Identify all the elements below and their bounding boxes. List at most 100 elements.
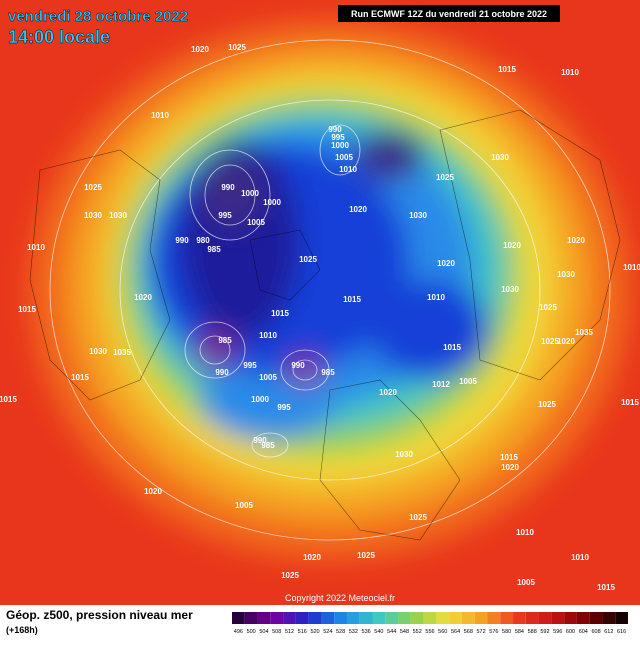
- scale-swatch: [346, 612, 360, 624]
- scale-swatch: [308, 612, 322, 624]
- pressure-label: 1010: [516, 528, 534, 537]
- scale-label: 608: [591, 629, 600, 635]
- pressure-label: 1030: [501, 285, 519, 294]
- pressure-label: 1020: [437, 259, 455, 268]
- scale-swatch: [270, 612, 284, 624]
- pressure-label: 1025: [436, 173, 454, 182]
- pressure-label: 1015: [0, 395, 17, 404]
- pressure-label: 1012: [432, 380, 450, 389]
- scale-swatch: [283, 612, 296, 624]
- pressure-label: 1035: [575, 328, 593, 337]
- scale-swatch: [334, 612, 347, 624]
- scale-swatch: [538, 612, 552, 624]
- scale-swatch: [436, 612, 450, 624]
- scale-label: 544: [387, 629, 396, 635]
- scale-label: 496: [234, 629, 243, 635]
- scale-label: 596: [553, 629, 562, 635]
- pressure-label: 985: [207, 245, 221, 254]
- scale-label: 568: [464, 629, 473, 635]
- scale-label: 540: [374, 629, 383, 635]
- pressure-label: 985: [261, 441, 275, 450]
- pressure-label: 1005: [259, 373, 277, 382]
- pressure-label: 1000: [263, 198, 281, 207]
- pressure-label: 995: [277, 403, 291, 412]
- pressure-label: 990: [291, 361, 305, 370]
- scale-swatch: [589, 612, 603, 624]
- pressure-label: 1025: [84, 183, 102, 192]
- scale-label: 616: [617, 629, 626, 635]
- pressure-label: 1015: [18, 305, 36, 314]
- pressure-label: 1030: [395, 450, 413, 459]
- scale-swatch: [564, 612, 577, 624]
- pressure-label: 995: [243, 361, 257, 370]
- scale-label: 580: [502, 629, 511, 635]
- scale-label: 560: [438, 629, 447, 635]
- pressure-label: 1015: [597, 583, 615, 592]
- scale-swatch: [615, 612, 628, 624]
- pressure-label: 1015: [71, 373, 89, 382]
- pressure-label: 1025: [281, 571, 299, 580]
- scale-label: 612: [604, 629, 613, 635]
- footer-range: (+168h): [6, 625, 38, 635]
- pressure-label: 1005: [335, 153, 353, 162]
- color-scale: 496 500 504 508 512 516 520 524 528 532 536 540 544 5…: [232, 612, 628, 635]
- scale-swatch: [461, 612, 475, 624]
- pressure-label: 1015: [500, 453, 518, 462]
- pressure-label: 1025: [541, 337, 559, 346]
- run-info: Run ECMWF 12Z du vendredi 21 octobre 202…: [351, 9, 547, 19]
- scale-swatch: [474, 612, 488, 624]
- pressure-label: 1015: [271, 309, 289, 318]
- scale-label: 564: [451, 629, 460, 635]
- pressure-label: 985: [218, 336, 232, 345]
- pressure-label: 1020: [557, 337, 575, 346]
- scale-label: 572: [477, 629, 486, 635]
- pressure-label: 1010: [427, 293, 445, 302]
- scale-swatch: [551, 612, 565, 624]
- pressure-label: 990: [221, 183, 235, 192]
- pressure-label: 1020: [567, 236, 585, 245]
- pressure-label: 1025: [539, 303, 557, 312]
- scale-swatch: [232, 612, 245, 624]
- pressure-label: 1020: [501, 463, 519, 472]
- pressure-label: 1025: [409, 513, 427, 522]
- pressure-label: 1030: [89, 347, 107, 356]
- scale-label: 532: [349, 629, 358, 635]
- pressure-label: 1015: [621, 398, 639, 407]
- pressure-label: 1020: [349, 205, 367, 214]
- pressure-label: 990: [175, 236, 189, 245]
- scale-swatch: [398, 612, 411, 624]
- scale-label: 508: [272, 629, 281, 635]
- scale-swatch: [410, 612, 424, 624]
- pressure-label: 1005: [459, 377, 477, 386]
- scale-label: 584: [515, 629, 524, 635]
- pressure-label: 995: [331, 133, 345, 142]
- pressure-label: 1025: [357, 551, 375, 560]
- scale-swatch: [487, 612, 501, 624]
- pressure-label: 1005: [247, 218, 265, 227]
- pressure-label: 1010: [259, 331, 277, 340]
- pressure-label: 1010: [571, 553, 589, 562]
- pressure-label: 1005: [517, 578, 535, 587]
- pressure-label: 1030: [109, 211, 127, 220]
- pressure-label: 1010: [27, 243, 45, 252]
- pressure-label: 990: [328, 125, 342, 134]
- scale-label: 504: [259, 629, 268, 635]
- scale-swatch: [385, 612, 399, 624]
- scale-label: 556: [425, 629, 434, 635]
- pressure-label: 1015: [343, 295, 361, 304]
- scale-swatch: [372, 612, 386, 624]
- pressure-label: 1030: [557, 270, 575, 279]
- run-box: [338, 5, 560, 22]
- pressure-label: 1035: [113, 348, 131, 357]
- scale-label: 576: [489, 629, 498, 635]
- pressure-label: 1020: [303, 553, 321, 562]
- pressure-label: 1025: [228, 43, 246, 52]
- scale-label: 548: [400, 629, 409, 635]
- pressure-label: 1030: [409, 211, 427, 220]
- scale-swatch: [576, 612, 590, 624]
- scale-swatch: [423, 612, 437, 624]
- scale-label: 520: [310, 629, 319, 635]
- pressure-label: 1030: [84, 211, 102, 220]
